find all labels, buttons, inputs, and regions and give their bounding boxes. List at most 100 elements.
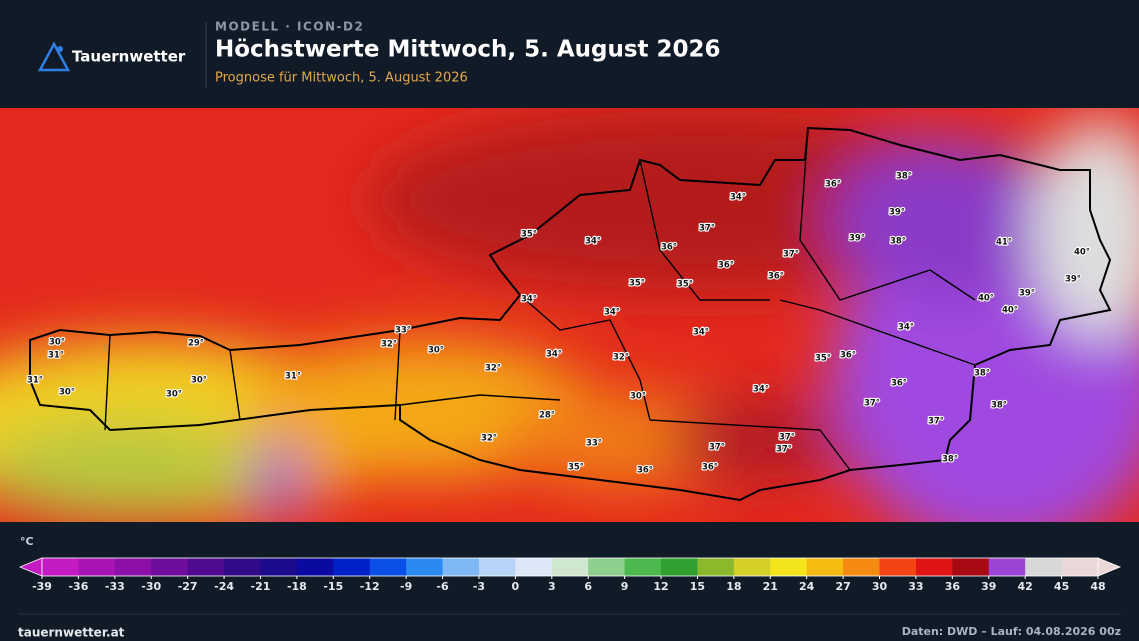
legend-tick-label: -9 <box>400 580 412 593</box>
legend-swatch <box>697 558 735 576</box>
legend-swatch <box>78 558 116 576</box>
temp-label: 30° <box>191 376 207 386</box>
legend-arrow-left <box>18 557 43 577</box>
legend-tick-label: -36 <box>68 580 88 593</box>
legend-swatch <box>442 558 480 576</box>
temp-label: 30° <box>49 338 65 348</box>
temp-label: 33° <box>395 326 411 336</box>
legend-tick-label: 33 <box>908 580 923 593</box>
legend-frame <box>41 557 1099 577</box>
temp-label: 36° <box>840 351 856 361</box>
legend-swatch <box>406 558 444 576</box>
temp-label: 39° <box>889 208 905 218</box>
temp-label: 30° <box>166 390 182 400</box>
temp-label: 34° <box>898 323 914 333</box>
temp-label: 36° <box>718 261 734 271</box>
legend-tick-label: 15 <box>690 580 705 593</box>
legend-tick-label: -3 <box>473 580 485 593</box>
subtitle: Prognose für Mittwoch, 5. August 2026 <box>215 71 468 86</box>
legend-unit: °C <box>20 535 34 548</box>
temp-label: 32° <box>481 434 497 444</box>
legend-swatch <box>260 558 298 576</box>
legend-tick-label: 45 <box>1054 580 1069 593</box>
border <box>29 126 1112 502</box>
labels: 30° 31° 31° 30° 29° 30° 30° 31° 32° 33° 30° 32° 34° 3… <box>26 170 1091 476</box>
legend-swatch <box>588 558 626 576</box>
legend-tick-label: 9 <box>621 580 629 593</box>
legend-swatch <box>114 558 152 576</box>
temp-label: 34° <box>753 385 769 395</box>
temp-label: 36° <box>891 379 907 389</box>
legend-tick-label: -6 <box>436 580 449 593</box>
legend-swatch <box>624 558 662 576</box>
temp-label: 31° <box>285 372 301 382</box>
legend-swatch <box>42 558 79 576</box>
temp-label: 37° <box>699 224 715 234</box>
legend-tick-label: 0 <box>512 580 520 593</box>
legend-swatch <box>843 558 881 576</box>
temp-label: 35° <box>815 354 831 364</box>
legend-tick-label: 36 <box>945 580 961 593</box>
legend-tick-label: 42 <box>1018 580 1033 593</box>
temp-label: 36° <box>825 180 841 190</box>
temp-label: 40° <box>1074 248 1090 258</box>
temp-label: 32° <box>485 364 501 374</box>
temp-label: 39° <box>1065 275 1081 285</box>
temp-label: 34° <box>521 295 537 305</box>
legend-swatch <box>296 558 334 576</box>
legend-tick-label: 24 <box>799 580 815 593</box>
state-borders <box>104 127 976 471</box>
legend-tick-label: -15 <box>323 580 343 593</box>
legend-tick-label: 18 <box>726 580 741 593</box>
temp-label: 32° <box>381 340 397 350</box>
temp-label: 39° <box>1019 289 1035 299</box>
legend-swatch <box>770 558 808 576</box>
temp-label: 34° <box>585 237 601 247</box>
temp-label: 30° <box>59 388 75 398</box>
legend-swatch <box>151 558 189 576</box>
temp-label: 38° <box>991 401 1007 411</box>
temp-label: 38° <box>974 369 990 379</box>
temp-label: 31° <box>27 376 43 386</box>
temp-label: 29° <box>188 339 204 349</box>
temp-label: 37° <box>864 399 880 409</box>
legend-swatch <box>733 558 771 576</box>
legend-tick-label: 21 <box>763 580 778 593</box>
temp-label: 37° <box>783 250 799 260</box>
legend-tick-label: 6 <box>584 580 592 593</box>
legend-tick-label: -24 <box>214 580 234 593</box>
temp-label: 31° <box>48 351 64 361</box>
legend-swatch <box>551 558 589 576</box>
title: Höchstwerte Mittwoch, 5. August 2026 <box>215 37 721 63</box>
footer-source: Daten: DWD – Lauf: 04.08.2026 00z <box>902 625 1121 638</box>
temp-label: 36° <box>637 466 653 476</box>
temp-label: 37° <box>776 445 792 455</box>
temp-label: 40° <box>1002 306 1018 316</box>
legend-tick-label: -21 <box>251 580 271 593</box>
legend-swatch <box>988 558 1026 576</box>
legend-swatch <box>661 558 698 576</box>
temp-label: 34° <box>546 350 562 360</box>
legend-swatch <box>369 558 407 576</box>
legend-tick-label: -18 <box>287 580 307 593</box>
temp-label: 36° <box>661 243 677 253</box>
temp-label: 35° <box>568 463 584 473</box>
logo: Tauernwetter <box>37 41 186 72</box>
temp-label: 30° <box>630 392 646 402</box>
legend-tick-label: -39 <box>32 580 52 593</box>
temp-label: 36° <box>702 463 718 473</box>
map: 30° 31° 31° 30° 29° 30° 30° 31° 32° 33° 30° 32° 34° 3… <box>0 108 1139 522</box>
legend-tick-label: 48 <box>1090 580 1105 593</box>
legend-tick-label: 39 <box>981 580 996 593</box>
legend-swatch <box>478 558 516 576</box>
legend-swatch <box>333 558 371 576</box>
legend-tick-label: -30 <box>141 580 161 593</box>
legend-swatch <box>1025 558 1063 576</box>
legend-swatch <box>879 558 917 576</box>
legend-tick-label: -12 <box>360 580 380 593</box>
temp-label: 39° <box>849 234 865 244</box>
legend-swatch <box>915 558 953 576</box>
footer-site: tauernwetter.at <box>18 626 125 640</box>
temp-label: 37° <box>779 433 795 443</box>
